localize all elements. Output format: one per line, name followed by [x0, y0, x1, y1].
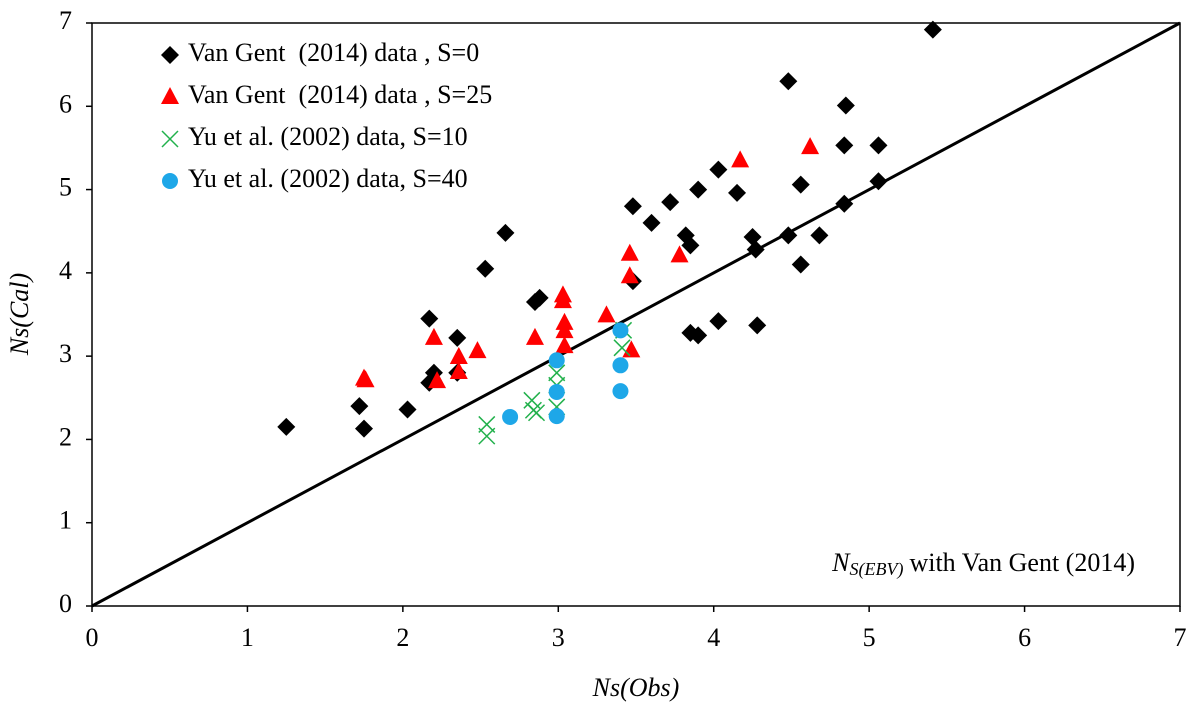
point [496, 223, 515, 242]
point [620, 266, 639, 284]
point [613, 339, 631, 357]
point [428, 371, 447, 389]
legend-label: Van Gent (2014) data , S=0 [188, 38, 479, 67]
point [355, 419, 373, 438]
point [468, 341, 487, 359]
point [791, 255, 810, 274]
point [476, 259, 495, 278]
point [623, 197, 642, 216]
point [449, 361, 468, 379]
x-tick-label: 7 [1174, 623, 1187, 652]
annotation-sub: S(EBV) [849, 559, 903, 580]
annotation: NS(EBV) with Van Gent (2014) [831, 548, 1135, 580]
y-tick-label: 5 [59, 173, 72, 202]
point [527, 404, 546, 422]
point [553, 291, 572, 309]
point [612, 357, 629, 374]
point [424, 327, 443, 345]
point [681, 236, 700, 255]
legend-label: Yu et al. (2002) data, S=40 [188, 164, 468, 193]
point [689, 326, 708, 345]
x-tick-label: 4 [707, 623, 720, 652]
legend-label: Van Gent (2014) data , S=25 [188, 80, 492, 109]
point [869, 172, 888, 191]
point [779, 72, 798, 91]
point [530, 288, 549, 307]
annotation-text: with Van Gent (2014) [909, 548, 1135, 577]
point [355, 368, 373, 386]
y-tick-label: 0 [59, 589, 72, 618]
plot-frame [91, 22, 1181, 607]
point [689, 180, 708, 199]
point [525, 327, 544, 345]
point [709, 160, 728, 179]
point [478, 427, 496, 445]
point [420, 309, 439, 328]
point [661, 193, 680, 212]
point [801, 137, 820, 155]
identity-line [91, 21, 1181, 608]
annotation-main: N [831, 548, 851, 577]
point [746, 240, 765, 259]
point [835, 194, 854, 213]
point [612, 322, 629, 339]
y-axis-title: Ns(Cal) [5, 273, 34, 356]
point [836, 96, 855, 115]
y-tick-label: 3 [59, 339, 72, 368]
legend-marker [162, 173, 178, 189]
point [835, 136, 854, 155]
point [448, 328, 467, 347]
x-tick-label: 2 [396, 623, 409, 652]
point [779, 226, 798, 245]
legend-marker [161, 46, 179, 64]
point [555, 321, 574, 339]
y-tick-label: 6 [59, 89, 72, 118]
legend-marker [161, 130, 179, 148]
point [620, 243, 639, 261]
x-tick-label: 5 [863, 623, 876, 652]
point [398, 400, 417, 419]
y-tick-label: 1 [59, 506, 72, 535]
point [622, 340, 641, 358]
point [791, 175, 810, 194]
point [728, 183, 747, 202]
y-tick-label: 7 [59, 6, 72, 35]
point [548, 408, 565, 425]
point [869, 136, 888, 155]
point [548, 352, 565, 369]
y-tick-label: 4 [59, 256, 72, 285]
point [642, 213, 661, 232]
point [277, 417, 296, 436]
point [748, 316, 767, 335]
legend-label: Yu et al. (2002) data, S=10 [188, 122, 468, 151]
point [449, 346, 468, 364]
point [502, 408, 519, 425]
point [670, 245, 689, 263]
point [709, 312, 728, 331]
point [612, 383, 629, 400]
point [350, 397, 369, 416]
point [923, 20, 942, 39]
point [555, 336, 574, 354]
point [548, 383, 565, 400]
x-tick-label: 3 [552, 623, 565, 652]
x-tick-label: 6 [1018, 623, 1031, 652]
y-tick-label: 2 [59, 422, 72, 451]
point [743, 228, 762, 247]
point [597, 305, 616, 323]
x-tick-label: 0 [86, 623, 99, 652]
x-axis-title: Ns(Obs) [592, 673, 680, 702]
point [548, 364, 566, 382]
point [810, 226, 829, 245]
point [731, 150, 750, 168]
legend-marker [161, 87, 179, 104]
x-tick-label: 1 [241, 623, 254, 652]
